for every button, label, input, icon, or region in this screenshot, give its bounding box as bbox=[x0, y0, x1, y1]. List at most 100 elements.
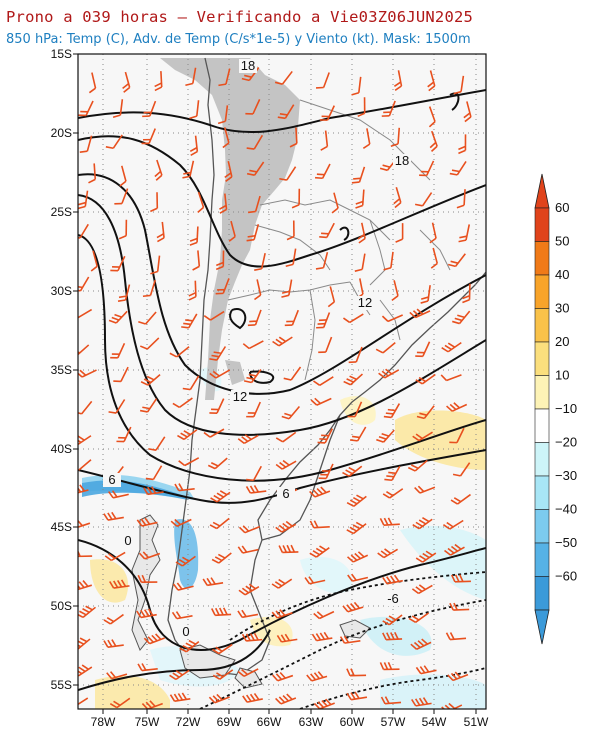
wind-barb bbox=[446, 402, 468, 412]
wind-barb bbox=[277, 104, 295, 120]
contour-label-bg bbox=[277, 487, 295, 501]
isotherm-solid bbox=[78, 539, 486, 651]
wind-barb bbox=[170, 518, 192, 527]
advection-area bbox=[300, 556, 352, 594]
wind-barb bbox=[177, 429, 198, 441]
wind-barb bbox=[442, 519, 464, 530]
wind-barb bbox=[427, 70, 436, 92]
contour-label: 18 bbox=[395, 153, 409, 168]
wind-barb bbox=[78, 580, 93, 591]
coastline bbox=[167, 57, 241, 676]
wind-barb bbox=[208, 693, 230, 704]
wind-barb bbox=[78, 605, 96, 619]
chart-subtitle: 850 hPa: Temp (C), Adv. de Temp (C/s*1e-… bbox=[6, 32, 471, 47]
lat-label: 35S bbox=[51, 363, 72, 377]
wind-barb bbox=[416, 405, 435, 420]
wind-barb bbox=[393, 187, 402, 209]
colorbar-label: 10 bbox=[555, 368, 569, 383]
wind-barb bbox=[148, 436, 166, 452]
wind-barb bbox=[378, 368, 400, 379]
isotherm-dashed bbox=[199, 599, 486, 709]
wind-barb bbox=[237, 545, 259, 554]
wind-barb bbox=[245, 99, 261, 115]
colorbar-segment bbox=[534, 408, 550, 443]
contour-label-bg bbox=[384, 592, 402, 606]
wind-barb bbox=[393, 70, 403, 91]
wind-barb bbox=[238, 525, 261, 534]
wind-barb bbox=[211, 552, 232, 564]
wind-barb bbox=[241, 67, 260, 82]
wind-barb bbox=[142, 100, 157, 118]
wind-barb bbox=[420, 285, 431, 304]
wind-barb bbox=[355, 189, 365, 209]
wind-barb bbox=[381, 314, 403, 323]
colorbar: 60 50 40 30 20 10 −10 −20 −30 −40 −50 −60 bbox=[534, 173, 577, 645]
wind-barb bbox=[79, 135, 93, 154]
wind-barb bbox=[275, 431, 297, 443]
isotherm-solid bbox=[78, 234, 486, 482]
wind-barb bbox=[185, 67, 197, 87]
wind-barb bbox=[278, 544, 299, 554]
wind-barb bbox=[357, 222, 366, 244]
wind-barb bbox=[117, 284, 131, 303]
wind-barb bbox=[105, 134, 123, 150]
wind-barb bbox=[78, 308, 93, 319]
lon-label: 66W bbox=[257, 715, 282, 729]
wind-barb bbox=[395, 223, 404, 243]
wind-barb bbox=[315, 163, 331, 180]
wind-barb bbox=[137, 663, 158, 672]
wind-barb bbox=[197, 191, 205, 213]
wind-barb bbox=[377, 548, 399, 559]
wind-barb bbox=[254, 279, 262, 301]
wind-barb bbox=[78, 664, 93, 677]
map-frame bbox=[77, 53, 487, 710]
lat-label: 30S bbox=[51, 284, 72, 298]
wind-barb bbox=[78, 369, 97, 378]
wind-barb bbox=[309, 486, 331, 498]
wind-barb bbox=[202, 577, 224, 587]
wind-barb bbox=[408, 612, 430, 624]
contour-label: 6 bbox=[108, 472, 115, 487]
wind-barb bbox=[382, 488, 404, 499]
wind-barb bbox=[414, 192, 433, 207]
wind-barb bbox=[453, 75, 465, 95]
isotherm-solid bbox=[339, 226, 350, 241]
wind-barb bbox=[237, 609, 259, 619]
wind-barb bbox=[415, 665, 437, 675]
colorbar-top-arrow bbox=[534, 173, 550, 209]
contour-label-bg bbox=[356, 296, 374, 310]
wind-barb bbox=[237, 668, 259, 677]
wind-barb bbox=[171, 611, 193, 620]
island bbox=[339, 619, 371, 639]
wind-barb bbox=[108, 399, 126, 414]
wind-barb bbox=[119, 165, 127, 187]
wind-barb bbox=[228, 220, 236, 242]
country-border bbox=[419, 229, 451, 271]
wind-barb bbox=[447, 671, 469, 682]
wind-barb bbox=[390, 127, 401, 148]
wind-barb bbox=[78, 100, 94, 117]
wind-barb bbox=[309, 520, 330, 529]
wind-barb bbox=[246, 465, 262, 482]
wind-barb bbox=[342, 601, 364, 613]
wind-barb bbox=[140, 373, 161, 386]
colorbar-segment bbox=[534, 308, 550, 343]
chart-title: Prono a 039 horas — Verificando a Vie03Z… bbox=[6, 8, 474, 26]
country-border bbox=[254, 224, 331, 271]
contour-label: 0 bbox=[182, 624, 189, 639]
contour-label-bg bbox=[393, 154, 411, 168]
wind-barb bbox=[189, 100, 200, 120]
wind-barb bbox=[444, 543, 465, 556]
isotherm-solid bbox=[78, 194, 486, 436]
wind-barb bbox=[189, 135, 199, 157]
contour-label: -6 bbox=[387, 591, 399, 606]
colorbar-segment bbox=[534, 241, 550, 276]
wind-barb bbox=[428, 106, 436, 128]
andes-mask bbox=[160, 58, 300, 400]
lon-label: 57W bbox=[381, 715, 406, 729]
wind-barb bbox=[410, 638, 432, 650]
wind-barb bbox=[347, 551, 369, 563]
wind-barb bbox=[429, 222, 437, 244]
wind-barb bbox=[110, 342, 126, 359]
